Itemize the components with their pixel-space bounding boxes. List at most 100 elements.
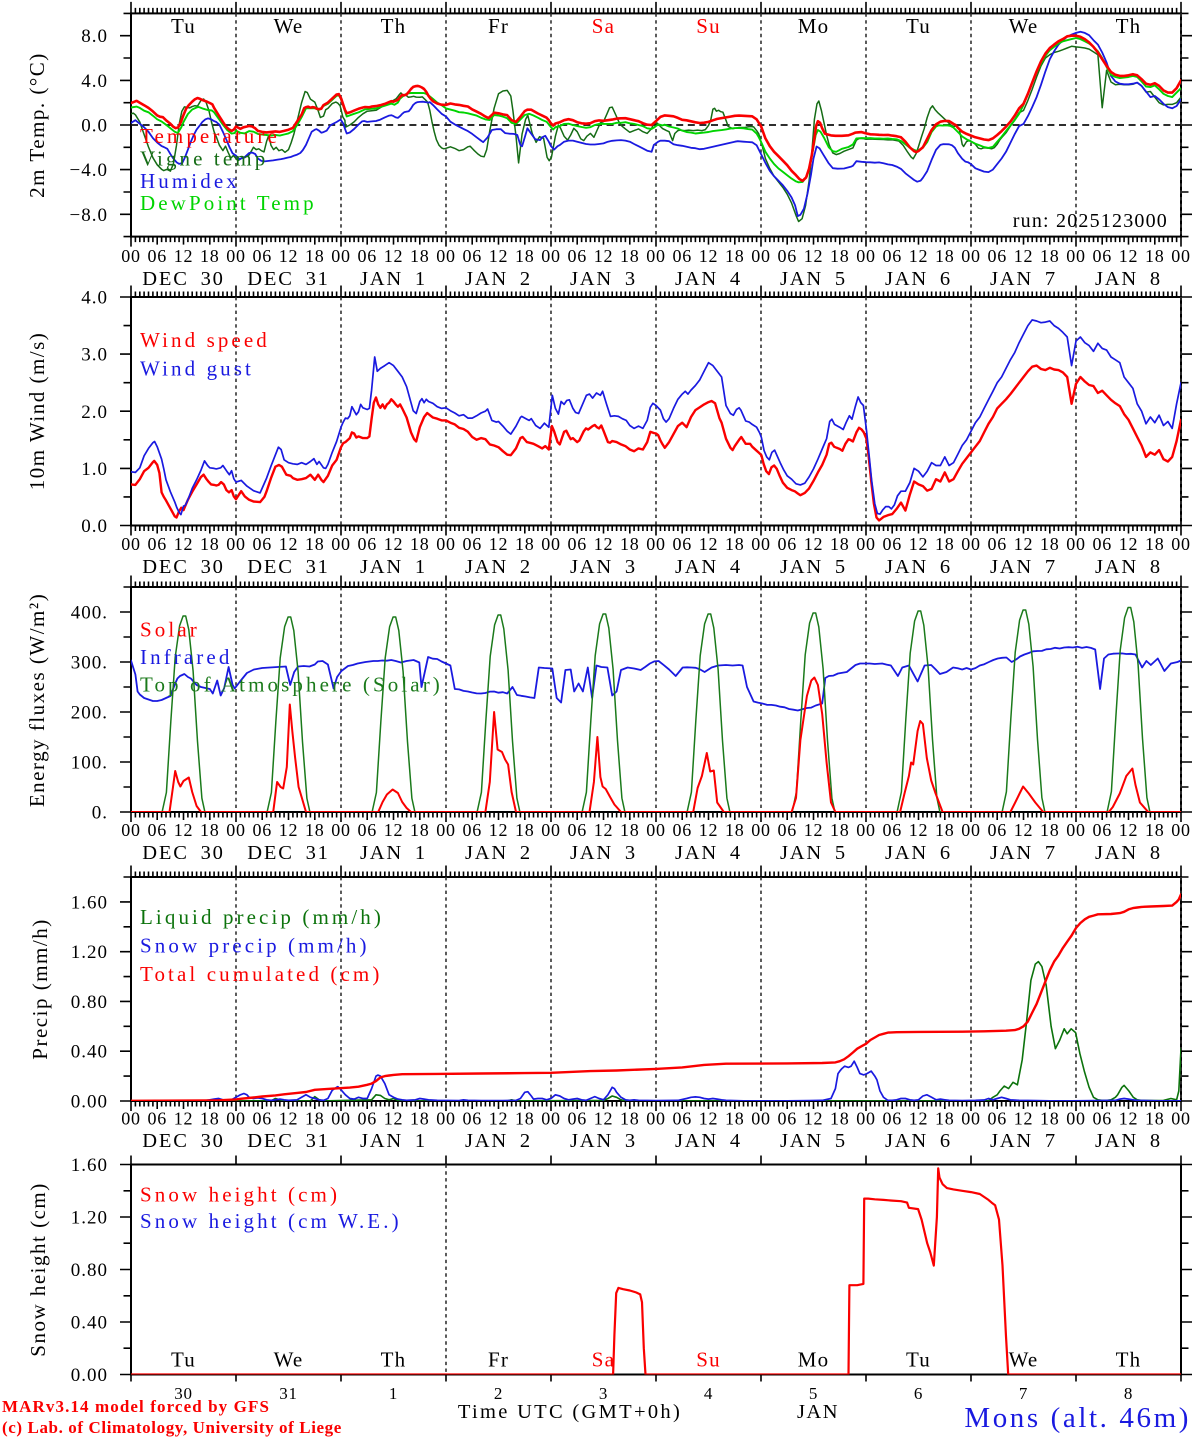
svg-text:06: 06 [357, 1109, 377, 1129]
svg-text:06: 06 [147, 246, 167, 266]
svg-text:Su: Su [696, 14, 721, 38]
svg-text:06: 06 [882, 820, 902, 840]
svg-text:06: 06 [1092, 534, 1112, 554]
svg-text:DewPoint Temp: DewPoint Temp [140, 191, 317, 215]
svg-text:00: 00 [541, 1109, 561, 1129]
svg-text:00: 00 [541, 534, 561, 554]
svg-text:18: 18 [200, 820, 220, 840]
svg-text:18: 18 [725, 820, 745, 840]
svg-text:JAN 3: JAN 3 [570, 556, 637, 578]
svg-text:18: 18 [410, 1109, 430, 1129]
svg-text:06: 06 [987, 534, 1007, 554]
svg-text:18: 18 [515, 246, 535, 266]
svg-text:06: 06 [777, 246, 797, 266]
svg-text:Tu: Tu [171, 1348, 196, 1372]
svg-text:JAN 7: JAN 7 [990, 268, 1057, 290]
svg-text:6: 6 [914, 1384, 923, 1403]
svg-text:12: 12 [1014, 246, 1034, 266]
svg-text:JAN 4: JAN 4 [675, 1130, 742, 1152]
svg-text:00: 00 [1066, 1109, 1086, 1129]
svg-text:Th: Th [1116, 1348, 1142, 1372]
svg-text:2m Temp. (°C): 2m Temp. (°C) [25, 52, 49, 198]
svg-text:12: 12 [384, 534, 404, 554]
svg-text:18: 18 [830, 1109, 850, 1129]
svg-text:JAN 6: JAN 6 [885, 1130, 952, 1152]
svg-text:00: 00 [646, 534, 666, 554]
svg-text:7: 7 [1019, 1384, 1028, 1403]
svg-text:Fr: Fr [488, 1348, 509, 1372]
svg-text:06: 06 [777, 1109, 797, 1129]
svg-text:JAN 2: JAN 2 [465, 1130, 532, 1152]
svg-text:JAN 8: JAN 8 [1095, 842, 1162, 864]
svg-text:JAN 5: JAN 5 [780, 268, 847, 290]
svg-text:12: 12 [279, 246, 299, 266]
svg-text:1: 1 [389, 1384, 398, 1403]
svg-text:06: 06 [672, 820, 692, 840]
svg-text:18: 18 [1040, 820, 1060, 840]
svg-text:30: 30 [174, 1384, 193, 1403]
svg-text:3.0: 3.0 [81, 345, 108, 366]
svg-text:18: 18 [515, 1109, 535, 1129]
svg-text:00: 00 [541, 820, 561, 840]
svg-text:JAN 4: JAN 4 [675, 556, 742, 578]
svg-text:12: 12 [279, 1109, 299, 1129]
svg-text:00: 00 [1066, 820, 1086, 840]
svg-text:00: 00 [1066, 246, 1086, 266]
svg-text:12: 12 [1014, 534, 1034, 554]
svg-text:06: 06 [1092, 1109, 1112, 1129]
svg-text:06: 06 [462, 820, 482, 840]
svg-text:0.80: 0.80 [71, 1260, 108, 1281]
svg-text:12: 12 [174, 534, 194, 554]
svg-text:06: 06 [882, 1109, 902, 1129]
svg-text:JAN 8: JAN 8 [1095, 1130, 1162, 1152]
svg-text:06: 06 [987, 246, 1007, 266]
svg-text:00: 00 [121, 1109, 141, 1129]
svg-text:18: 18 [620, 1109, 640, 1129]
svg-text:00: 00 [646, 820, 666, 840]
svg-text:18: 18 [410, 534, 430, 554]
svg-text:06: 06 [882, 534, 902, 554]
svg-text:06: 06 [462, 534, 482, 554]
svg-text:00: 00 [331, 534, 351, 554]
svg-text:00: 00 [856, 534, 876, 554]
svg-text:06: 06 [357, 534, 377, 554]
svg-text:00: 00 [646, 1109, 666, 1129]
svg-text:00: 00 [1066, 534, 1086, 554]
svg-text:Sa: Sa [592, 14, 615, 38]
svg-text:00: 00 [1171, 1109, 1191, 1129]
svg-text:12: 12 [699, 820, 719, 840]
svg-text:0.80: 0.80 [71, 992, 108, 1013]
svg-text:JAN 1: JAN 1 [360, 1130, 427, 1152]
svg-text:06: 06 [987, 820, 1007, 840]
svg-text:18: 18 [410, 820, 430, 840]
svg-text:18: 18 [1040, 246, 1060, 266]
svg-text:00: 00 [121, 246, 141, 266]
svg-text:00: 00 [961, 534, 981, 554]
svg-text:JAN 3: JAN 3 [570, 842, 637, 864]
svg-text:DEC 30: DEC 30 [142, 842, 224, 864]
svg-text:12: 12 [384, 1109, 404, 1129]
svg-text:18: 18 [410, 246, 430, 266]
svg-text:Tu: Tu [171, 14, 196, 38]
svg-text:JAN 2: JAN 2 [465, 842, 532, 864]
svg-text:Vigne temp: Vigne temp [140, 146, 268, 170]
svg-text:06: 06 [567, 534, 587, 554]
svg-text:JAN 3: JAN 3 [570, 1130, 637, 1152]
svg-text:We: We [1009, 14, 1039, 38]
svg-text:Energy fluxes (W/m²): Energy fluxes (W/m²) [25, 593, 49, 807]
svg-text:8.0: 8.0 [81, 26, 108, 47]
svg-text:JAN 1: JAN 1 [360, 268, 427, 290]
svg-text:06: 06 [567, 1109, 587, 1129]
svg-text:We: We [1009, 1348, 1039, 1372]
svg-text:Wind speed: Wind speed [140, 328, 270, 352]
svg-text:18: 18 [935, 534, 955, 554]
svg-text:18: 18 [830, 534, 850, 554]
svg-text:300.: 300. [71, 653, 108, 674]
svg-text:00: 00 [1171, 246, 1191, 266]
svg-text:DEC 30: DEC 30 [142, 556, 224, 578]
svg-text:10m Wind (m/s): 10m Wind (m/s) [25, 332, 49, 491]
svg-text:MARv3.14 model forced by GFS: MARv3.14 model forced by GFS [2, 1397, 270, 1416]
svg-text:0.00: 0.00 [71, 1092, 108, 1113]
svg-text:18: 18 [515, 820, 535, 840]
svg-text:18: 18 [515, 534, 535, 554]
